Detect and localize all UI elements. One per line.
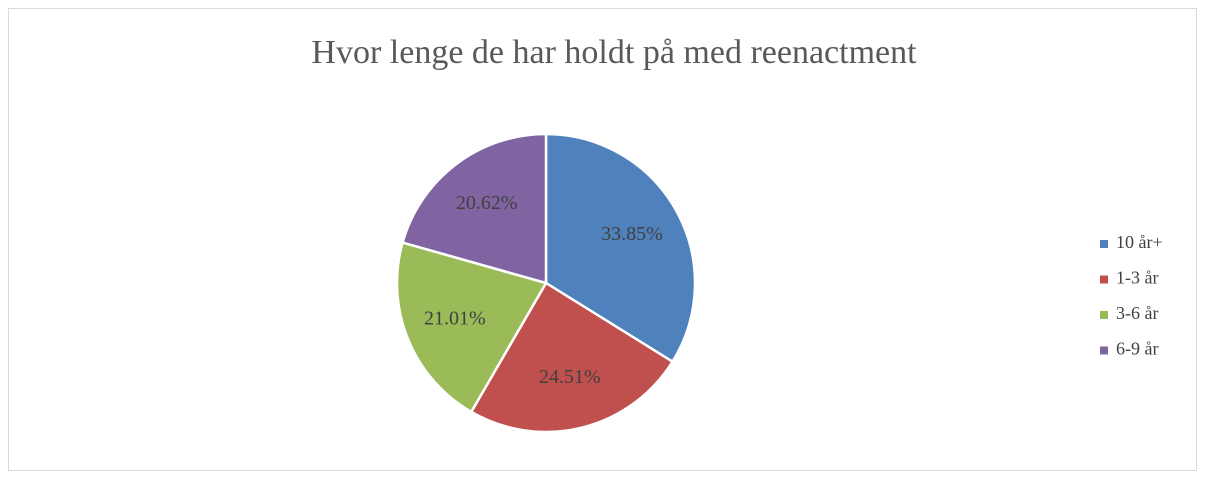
- pie-slice: [395, 240, 548, 414]
- legend-swatch: [1100, 275, 1108, 284]
- data-label: 33.85%: [601, 223, 663, 245]
- pie-slice: [469, 281, 675, 434]
- data-label: 24.51%: [539, 366, 601, 388]
- data-label: 20.62%: [456, 192, 518, 214]
- legend-swatch: [1100, 240, 1108, 248]
- legend-label: 10 år+: [1116, 232, 1163, 252]
- pie-slice: [401, 132, 548, 285]
- legend-label: 6-9 år: [1116, 339, 1158, 359]
- chart-title: Hvor lenge de har holdt på med reenactme…: [311, 34, 917, 71]
- legend-label: 1-3 år: [1116, 268, 1158, 288]
- legend-label: 3-6 år: [1116, 303, 1158, 323]
- legend-swatch: [1100, 311, 1108, 319]
- legend-swatch: [1100, 346, 1108, 355]
- data-label: 21.01%: [424, 308, 486, 330]
